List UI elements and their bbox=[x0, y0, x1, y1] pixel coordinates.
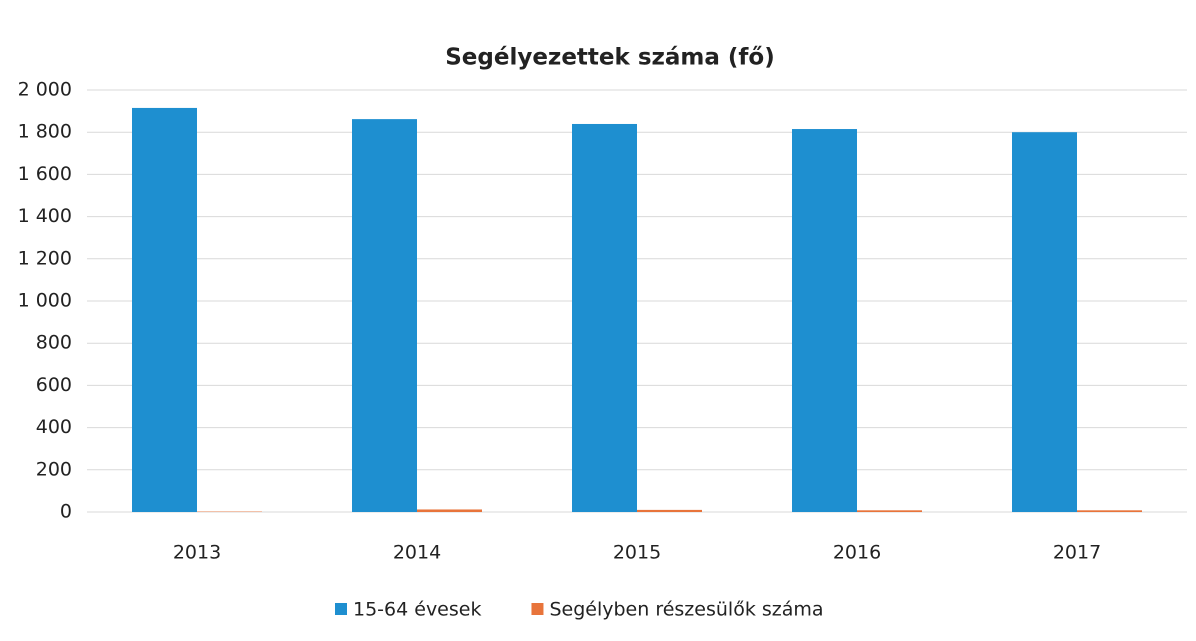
legend-label: Segélyben részesülők száma bbox=[549, 599, 823, 621]
bar bbox=[637, 509, 702, 512]
y-tick-label: 1 000 bbox=[18, 290, 72, 312]
y-tick-label: 1 200 bbox=[18, 247, 72, 269]
y-tick-label: 600 bbox=[36, 374, 72, 396]
y-tick-label: 1 600 bbox=[18, 163, 72, 185]
legend-swatch bbox=[335, 603, 347, 615]
y-tick-label: 0 bbox=[60, 501, 72, 523]
bar bbox=[792, 129, 857, 512]
x-tick-label: 2016 bbox=[833, 542, 881, 564]
legend-label: 15-64 évesek bbox=[353, 599, 481, 621]
bar bbox=[1077, 510, 1142, 512]
x-tick-label: 2013 bbox=[173, 542, 221, 564]
bar bbox=[857, 510, 922, 512]
y-tick-label: 1 800 bbox=[18, 121, 72, 143]
x-tick-label: 2015 bbox=[613, 542, 661, 564]
bar bbox=[352, 119, 417, 513]
chart-title: Segélyezettek száma (fő) bbox=[445, 45, 775, 71]
bar bbox=[572, 123, 637, 512]
y-tick-label: 1 400 bbox=[18, 205, 72, 227]
y-tick-label: 800 bbox=[36, 332, 72, 354]
x-tick-label: 2017 bbox=[1053, 542, 1101, 564]
legend-swatch bbox=[531, 603, 544, 615]
y-tick-label: 2 000 bbox=[18, 79, 72, 101]
bar bbox=[132, 107, 197, 512]
y-tick-label: 400 bbox=[36, 416, 72, 438]
y-tick-label: 200 bbox=[36, 458, 72, 480]
x-tick-label: 2014 bbox=[393, 542, 441, 564]
bar bbox=[1012, 132, 1077, 512]
bar bbox=[417, 509, 482, 512]
